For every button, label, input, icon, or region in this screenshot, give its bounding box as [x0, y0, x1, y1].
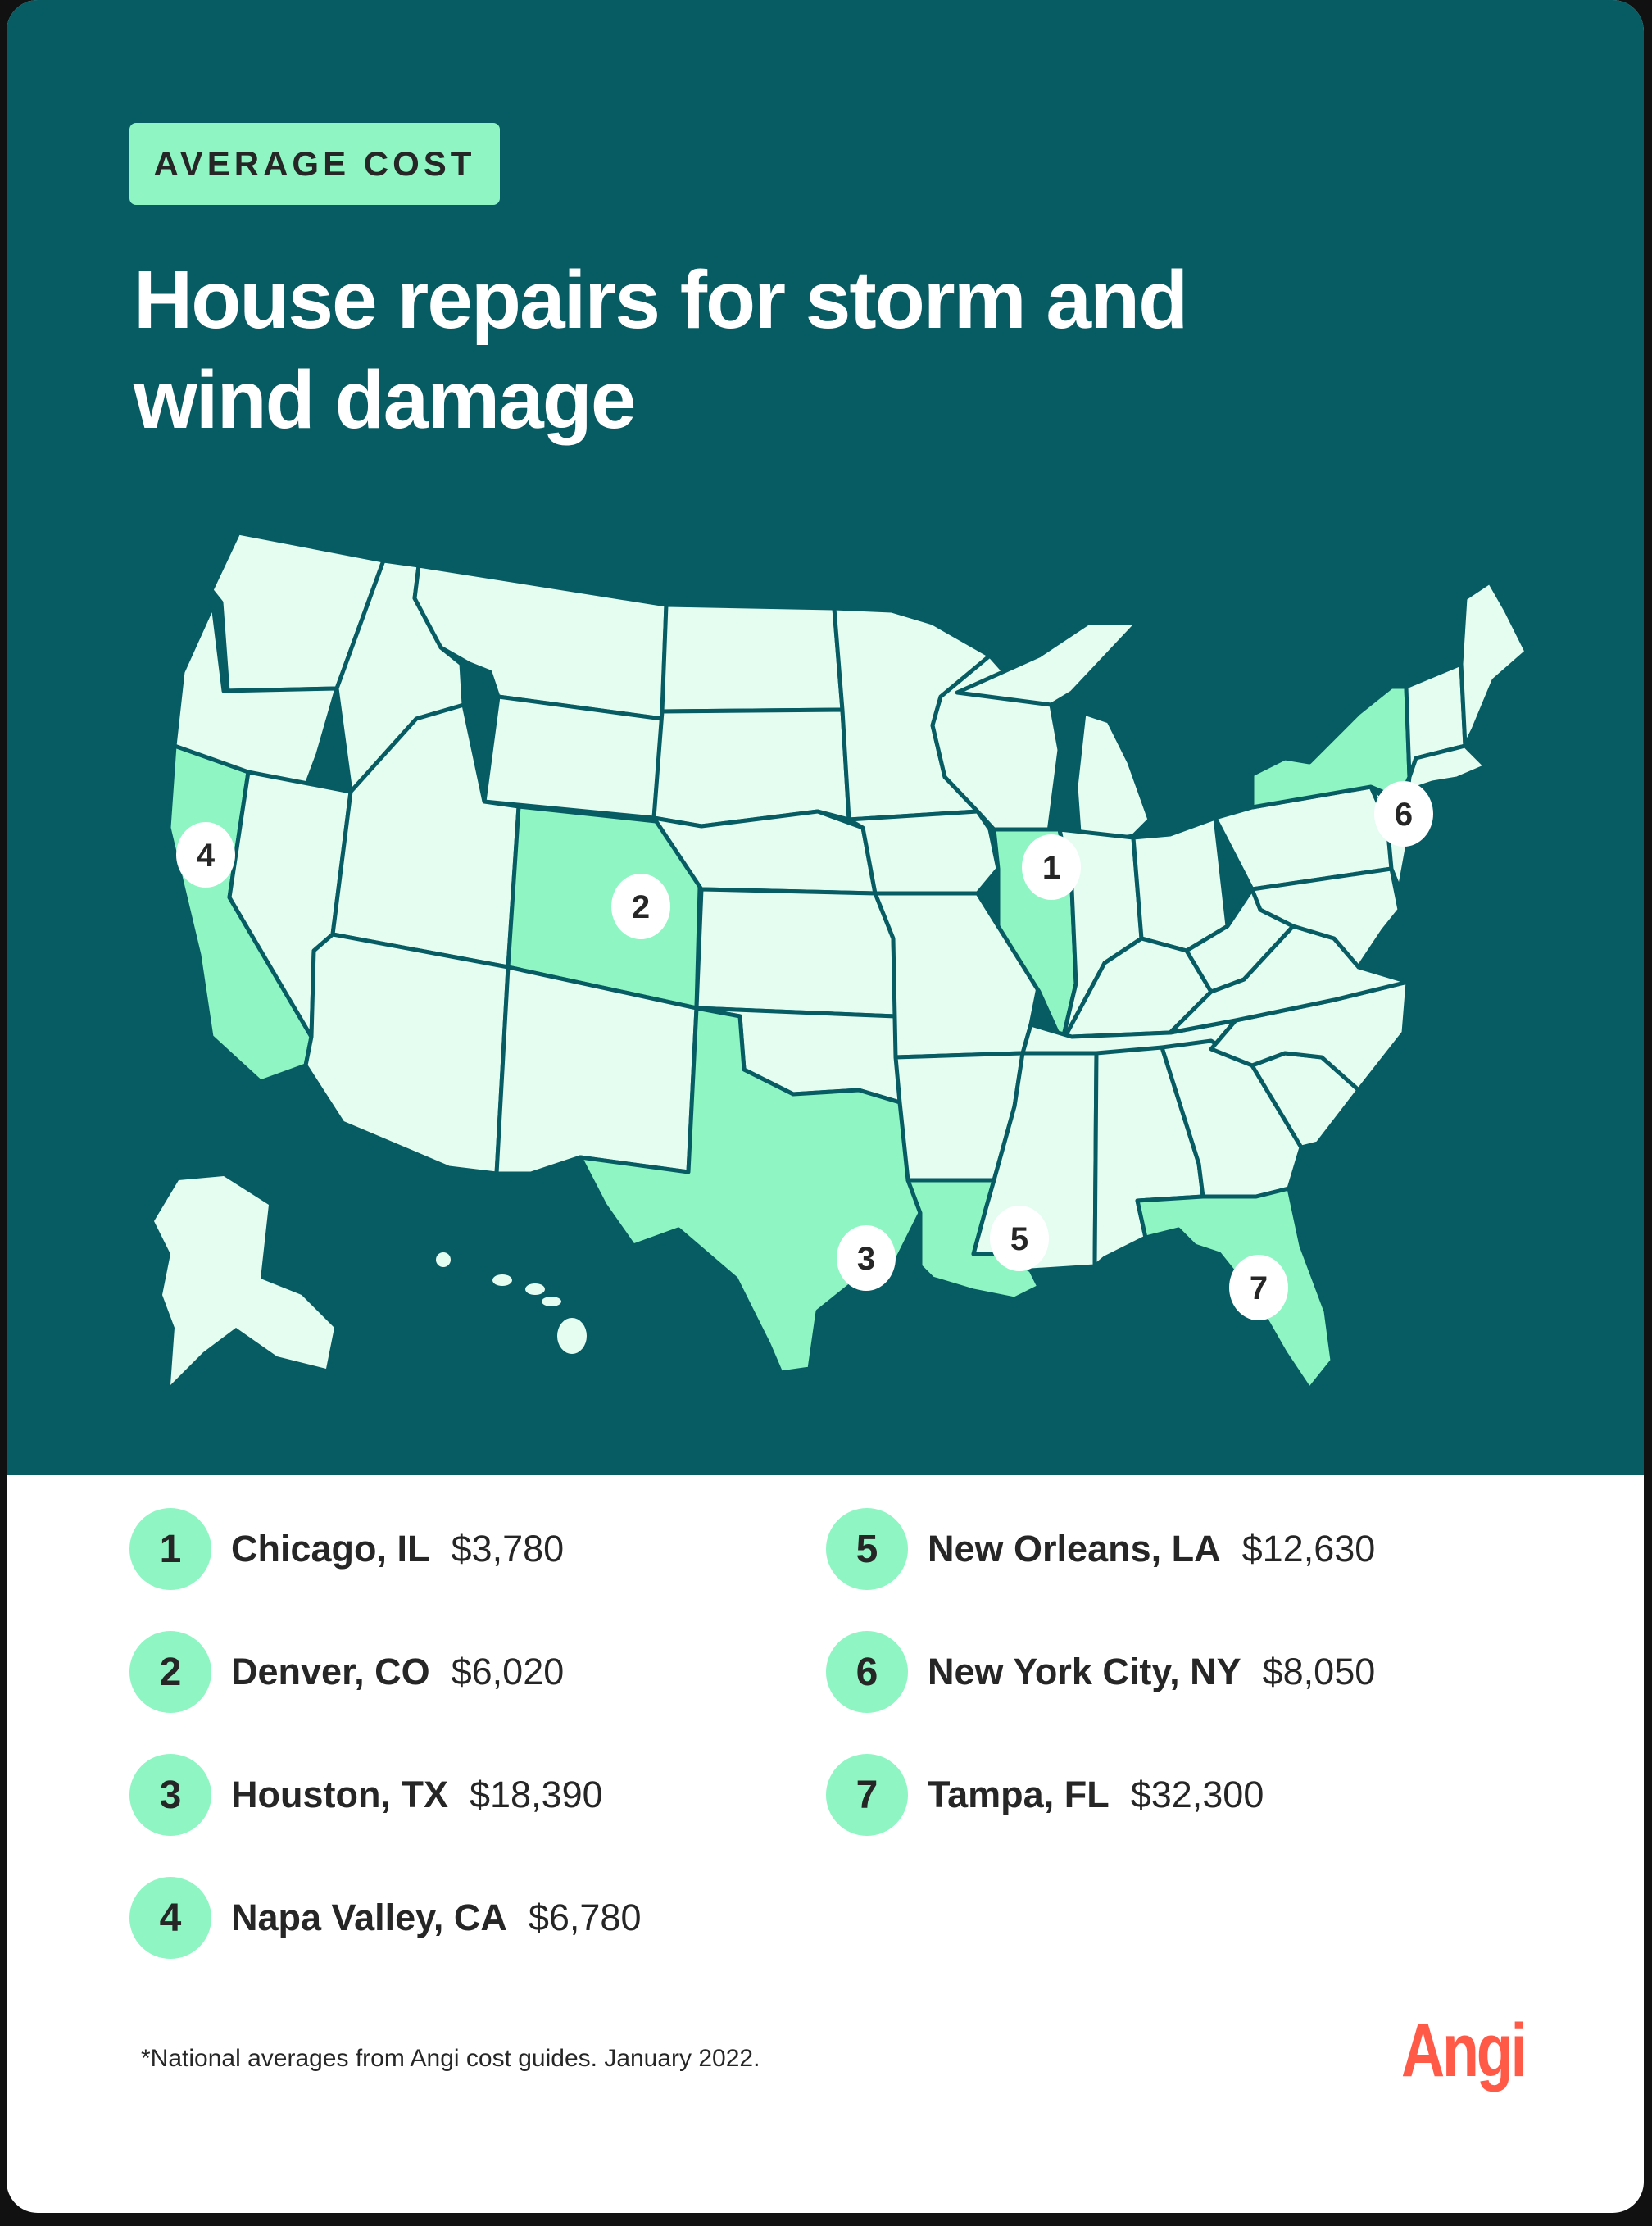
legend-city: New York City, NY [928, 1651, 1241, 1692]
state-fl [1135, 1186, 1335, 1392]
state-ia [846, 809, 1001, 896]
svg-text:2: 2 [632, 889, 650, 925]
legend-item: 2 Denver, CO $6,020 [129, 1629, 564, 1715]
legend-number: 1 [129, 1508, 211, 1590]
marker-5[interactable]: 5 [990, 1206, 1049, 1271]
marker-6[interactable]: 6 [1374, 781, 1433, 847]
legend-number: 3 [129, 1754, 211, 1836]
legend-item: 5 New Orleans, LA $12,630 [826, 1506, 1375, 1592]
average-cost-badge: AVERAGE COST [129, 123, 500, 205]
marker-1[interactable]: 1 [1022, 834, 1081, 900]
header-section: AVERAGE COST House repairs for storm and… [7, 0, 1644, 1475]
legend-number: 5 [826, 1508, 908, 1590]
svg-text:3: 3 [857, 1241, 875, 1277]
state-mi-up [955, 620, 1140, 707]
legend-cost: $32,300 [1130, 1774, 1264, 1815]
legend-cost: $3,780 [451, 1528, 565, 1570]
legend-item: 1 Chicago, IL $3,780 [129, 1506, 564, 1592]
marker-3[interactable]: 3 [837, 1225, 896, 1291]
legend-item: 6 New York City, NY $8,050 [826, 1629, 1375, 1715]
infographic-card: AVERAGE COST House repairs for storm and… [7, 0, 1644, 2213]
legend-city: Chicago, IL [231, 1528, 430, 1570]
state-az [303, 932, 511, 1176]
legend-city: New Orleans, LA [928, 1528, 1221, 1570]
legend-cost: $6,020 [451, 1651, 565, 1692]
legend-city: Houston, TX [231, 1774, 448, 1815]
angi-logo: Angi [1401, 2009, 1527, 2092]
legend-city: Napa Valley, CA [231, 1897, 507, 1938]
legend-number: 4 [129, 1877, 211, 1959]
page-title: House repairs for storm and wind damage [134, 254, 1188, 446]
state-oh [1131, 815, 1230, 953]
legend-cost: $6,780 [528, 1897, 642, 1938]
svg-text:7: 7 [1250, 1270, 1268, 1306]
legend-number: 2 [129, 1631, 211, 1713]
state-hi [436, 1252, 587, 1354]
legend-number: 7 [826, 1754, 908, 1836]
state-wy [482, 694, 665, 820]
svg-text:6: 6 [1395, 797, 1413, 833]
us-map: 1 2 3 4 5 6 7 [154, 530, 1529, 1392]
legend-item: 3 Houston, TX $18,390 [129, 1752, 603, 1838]
legend-city: Denver, CO [231, 1651, 430, 1692]
legend-item: 7 Tampa, FL $32,300 [826, 1752, 1264, 1838]
state-me [1459, 579, 1529, 748]
svg-text:4: 4 [197, 838, 216, 874]
legend-number: 6 [826, 1631, 908, 1713]
state-ak [154, 1176, 334, 1385]
state-ks [694, 887, 898, 1019]
state-sd [651, 707, 851, 829]
state-md [1250, 866, 1402, 970]
state-nd [660, 602, 845, 714]
svg-text:1: 1 [1042, 850, 1060, 886]
marker-4[interactable]: 4 [176, 822, 235, 888]
legend-cost: $12,630 [1241, 1528, 1376, 1570]
legend-cost: $8,050 [1262, 1651, 1376, 1692]
marker-2[interactable]: 2 [611, 874, 670, 939]
state-mi [1073, 711, 1152, 847]
footnote: *National averages from Angi cost guides… [141, 2045, 760, 2072]
legend-item: 4 Napa Valley, CA $6,780 [129, 1875, 641, 1960]
legend-cost: $18,390 [469, 1774, 603, 1815]
svg-text:5: 5 [1010, 1221, 1028, 1257]
marker-7[interactable]: 7 [1229, 1255, 1288, 1320]
legend-city: Tampa, FL [928, 1774, 1110, 1815]
